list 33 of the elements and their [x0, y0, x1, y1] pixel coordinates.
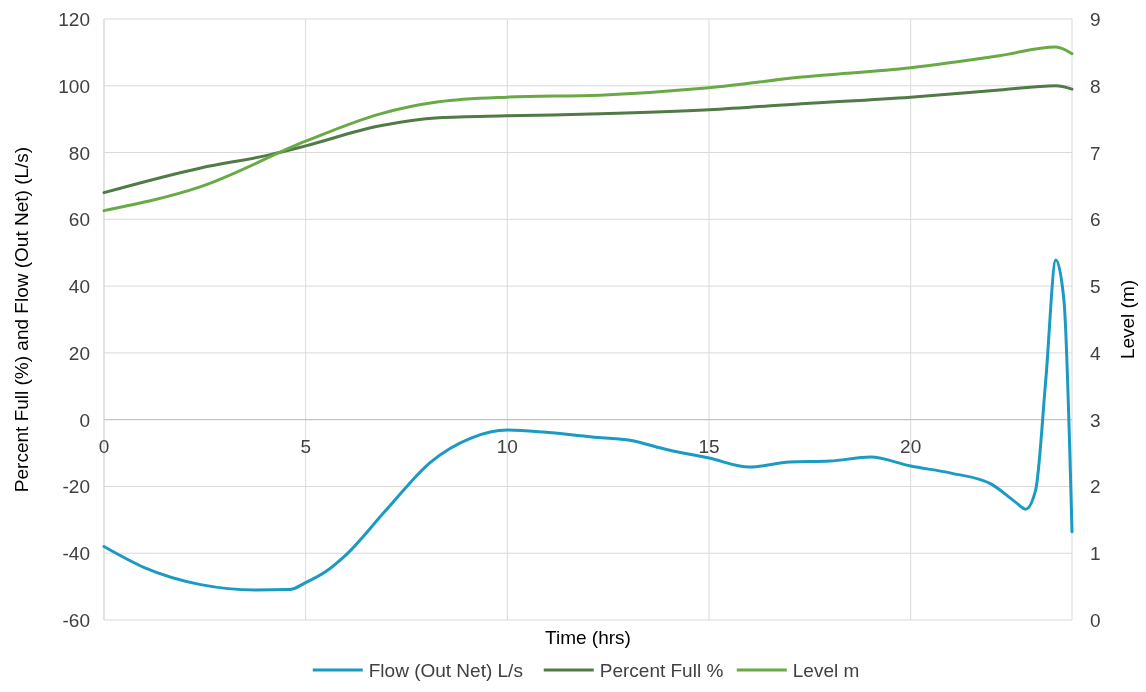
y2-tick-label: 2: [1090, 476, 1101, 498]
y-tick-label: 120: [58, 9, 90, 30]
y2-tick-label: 1: [1090, 543, 1101, 565]
y2-tick-label: 0: [1090, 610, 1101, 631]
legend-label: Level m: [792, 660, 860, 681]
x-axis-title: Time (hrs): [545, 627, 631, 648]
y2-tick-label: 8: [1090, 75, 1101, 97]
y-tick-label: 40: [68, 276, 90, 298]
y2-tick-label: 7: [1090, 142, 1101, 164]
y2-axis-title: Level (m): [1117, 279, 1138, 360]
x-tick-label: 10: [496, 435, 518, 457]
y-tick-label: 20: [68, 342, 90, 364]
y-tick-label: 0: [79, 409, 90, 431]
x-tick-label: 0: [98, 435, 110, 457]
y2-tick-label: 9: [1090, 9, 1101, 30]
x-tick-label: 5: [300, 435, 311, 457]
y-axis-title: Percent Full (%) and Flow (Out Net) (L/s): [11, 146, 32, 493]
legend-label: Percent Full %: [599, 660, 724, 681]
y2-tick-label: 6: [1090, 209, 1101, 231]
x-tick-label: 15: [698, 435, 720, 457]
y2-tick-label: 4: [1090, 342, 1101, 364]
y-tick-label: 80: [68, 142, 90, 164]
y-tick-label: -20: [62, 476, 90, 498]
x-tick-label: 20: [900, 435, 922, 457]
y-tick-label: 100: [58, 75, 90, 97]
y2-tick-label: 3: [1090, 409, 1101, 431]
y2-tick-label: 5: [1090, 276, 1101, 298]
y-tick-label: -40: [62, 543, 90, 565]
line-series: [102, 45, 1074, 213]
y-tick-label: 60: [68, 209, 90, 231]
legend-label: Flow (Out Net) L/s: [368, 660, 523, 681]
line-series: [102, 84, 1074, 195]
y-tick-label: -60: [62, 610, 90, 631]
